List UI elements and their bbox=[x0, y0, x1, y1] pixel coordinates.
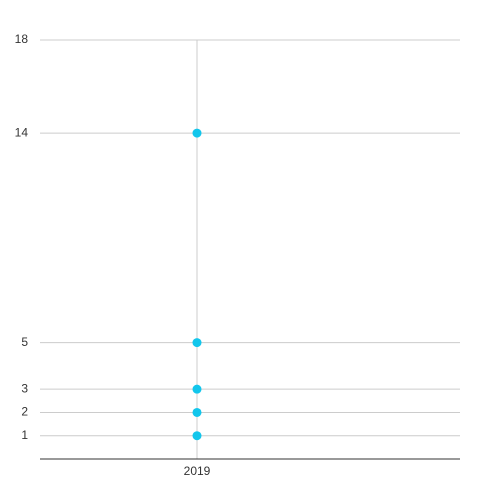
point bbox=[192, 431, 202, 441]
y-tick-label: 18 bbox=[15, 32, 29, 46]
y-tick-label: 14 bbox=[15, 125, 29, 139]
point bbox=[192, 128, 202, 138]
y-tick-label: 1 bbox=[21, 428, 28, 442]
x-tick-label: 2019 bbox=[184, 464, 211, 478]
point bbox=[192, 407, 202, 417]
y-tick-label: 5 bbox=[21, 335, 28, 349]
y-tick-label: 2 bbox=[21, 405, 28, 419]
point bbox=[192, 338, 202, 348]
y-tick-label: 3 bbox=[21, 381, 28, 395]
point bbox=[192, 384, 202, 394]
